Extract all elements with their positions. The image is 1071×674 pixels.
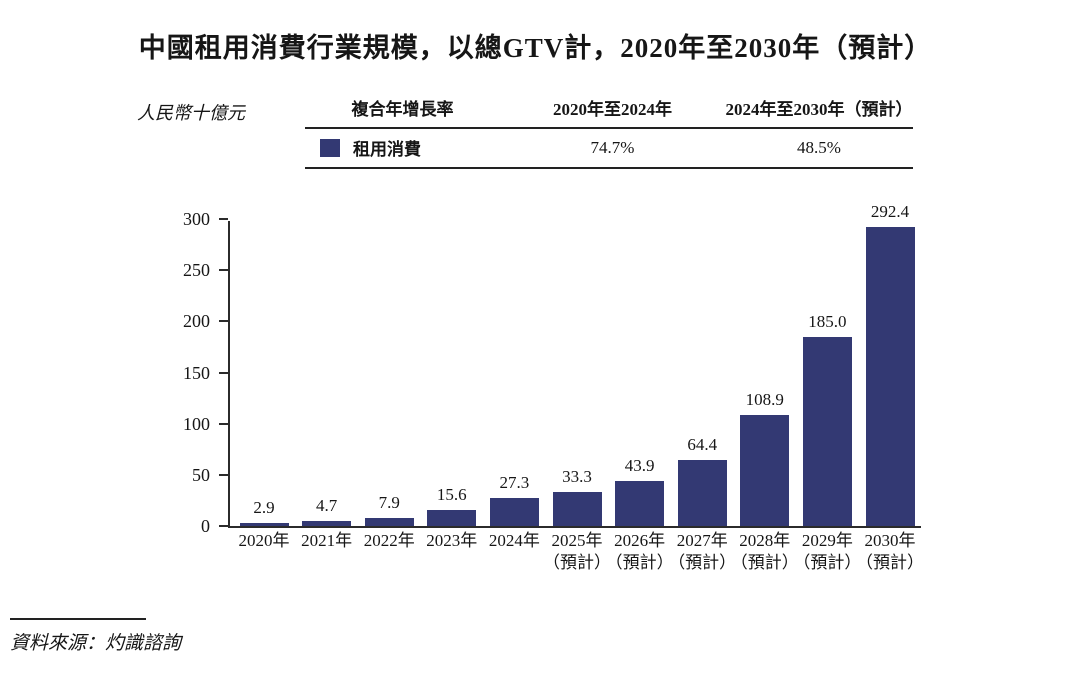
x-axis-year: 2028年 (739, 531, 791, 550)
bar-value-label: 43.9 (624, 456, 655, 476)
y-axis-tick (219, 371, 228, 374)
bar-value-label: 64.4 (687, 435, 718, 455)
y-axis-tick (219, 422, 228, 425)
x-axis-year: 2029年 (801, 531, 853, 550)
cagr-table-header: 複合年增長率 2020年至2024年 2024年至2030年（預計） (305, 95, 913, 129)
x-axis-forecast-note: （預計） (730, 553, 799, 572)
legend-label: 租用消費 (353, 140, 421, 159)
bar (302, 521, 352, 526)
bar-value-label: 292.4 (870, 201, 910, 221)
bar-value-label: 27.3 (499, 473, 530, 493)
bar (427, 510, 477, 526)
x-axis-year: 2030年 (864, 531, 916, 550)
cagr-table-row: 租用消費 74.7% 48.5% (305, 129, 913, 169)
y-axis-tick-label: 200 (183, 311, 210, 332)
cagr-header-2020-2024: 2020年至2024年 (553, 100, 672, 119)
x-axis-label: 2024年 (474, 530, 554, 552)
x-axis-forecast-note: （預計） (793, 553, 862, 572)
x-axis-label: 2025年 （預計） (537, 530, 617, 574)
bar-value-label: 4.7 (315, 496, 338, 516)
x-axis-label: 2030年 （預計） (850, 530, 930, 574)
y-axis-unit-label: 人民幣十億元 (137, 103, 245, 123)
bar (802, 336, 852, 526)
y-axis-tick-label: 300 (183, 209, 210, 229)
y-axis-tick-label: 150 (183, 362, 210, 383)
x-axis-label: 2023年 (412, 530, 492, 552)
bar (364, 517, 414, 526)
y-axis-tick (219, 473, 228, 476)
x-axis-label: 2020年 (224, 530, 304, 552)
bar (615, 481, 665, 526)
x-axis-label: 2028年 （預計） (725, 530, 805, 574)
bar-value-label: 15.6 (436, 485, 467, 505)
y-axis-tick (219, 269, 228, 272)
x-axis-year: 2021年 (301, 531, 353, 550)
x-axis-label: 2022年 (349, 530, 429, 552)
bar (552, 491, 602, 526)
bar (677, 460, 727, 526)
x-axis-year: 2024年 (488, 531, 540, 550)
y-axis-tick (219, 320, 228, 323)
x-axis-year: 2022年 (363, 531, 415, 550)
x-axis-label: 2027年 （預計） (662, 530, 742, 574)
x-axis-forecast-note: （預計） (605, 553, 674, 572)
y-axis-tick-label: 0 (201, 516, 210, 536)
bar (865, 226, 915, 526)
y-axis-tick (219, 218, 228, 220)
y-axis-tick-label: 250 (183, 260, 210, 281)
x-axis-year: 2027年 (676, 531, 728, 550)
bar (740, 414, 790, 526)
x-axis-label: 2026年 （預計） (600, 530, 680, 574)
x-axis-forecast-note: （預計） (543, 553, 611, 572)
bar (489, 498, 539, 526)
y-axis-tick (219, 525, 228, 527)
bar-value-label: 7.9 (378, 492, 400, 512)
x-axis-year: 2020年 (238, 531, 290, 550)
x-axis-label: 2021年 (287, 530, 367, 552)
cagr-header-2024-2030: 2024年至2030年（預計） (725, 100, 913, 119)
bar-chart-plot: 0 50 100 150 200 250 300 2.9 2020年 4.7 2021年 7.9 202… (183, 202, 924, 572)
x-axis-year: 2025年 (551, 531, 603, 550)
y-axis-tick-label: 50 (192, 464, 210, 485)
bar-value-label: 108.9 (745, 389, 784, 409)
bar-value-label: 185.0 (808, 311, 847, 331)
y-axis-tick-label: 100 (183, 413, 210, 434)
cagr-value-2024-2030: 48.5% (797, 137, 841, 157)
legend-swatch (320, 138, 340, 157)
x-axis-forecast-note: （預計） (668, 553, 737, 572)
x-axis-year: 2023年 (426, 531, 478, 550)
x-axis-label: 2029年 （預計） (787, 530, 867, 574)
source-divider (10, 618, 146, 620)
x-axis-forecast-note: （預計） (856, 553, 924, 572)
cagr-header-metric: 複合年增長率 (351, 100, 454, 119)
x-axis-year: 2026年 (614, 531, 666, 550)
chart-title: 中國租用消費行業規模，以總GTV計，2020年至2030年（預計） (138, 33, 933, 63)
source-note: 資料來源：灼識諮詢 (10, 633, 182, 654)
bar-value-label: 2.9 (253, 498, 275, 518)
bar (239, 523, 289, 526)
cagr-table: 複合年增長率 2020年至2024年 2024年至2030年（預計） 租用消費 … (305, 95, 913, 169)
legend-cell: 租用消費 (305, 135, 500, 160)
bar-value-label: 33.3 (562, 466, 592, 486)
cagr-value-2020-2024: 74.7% (590, 137, 635, 157)
